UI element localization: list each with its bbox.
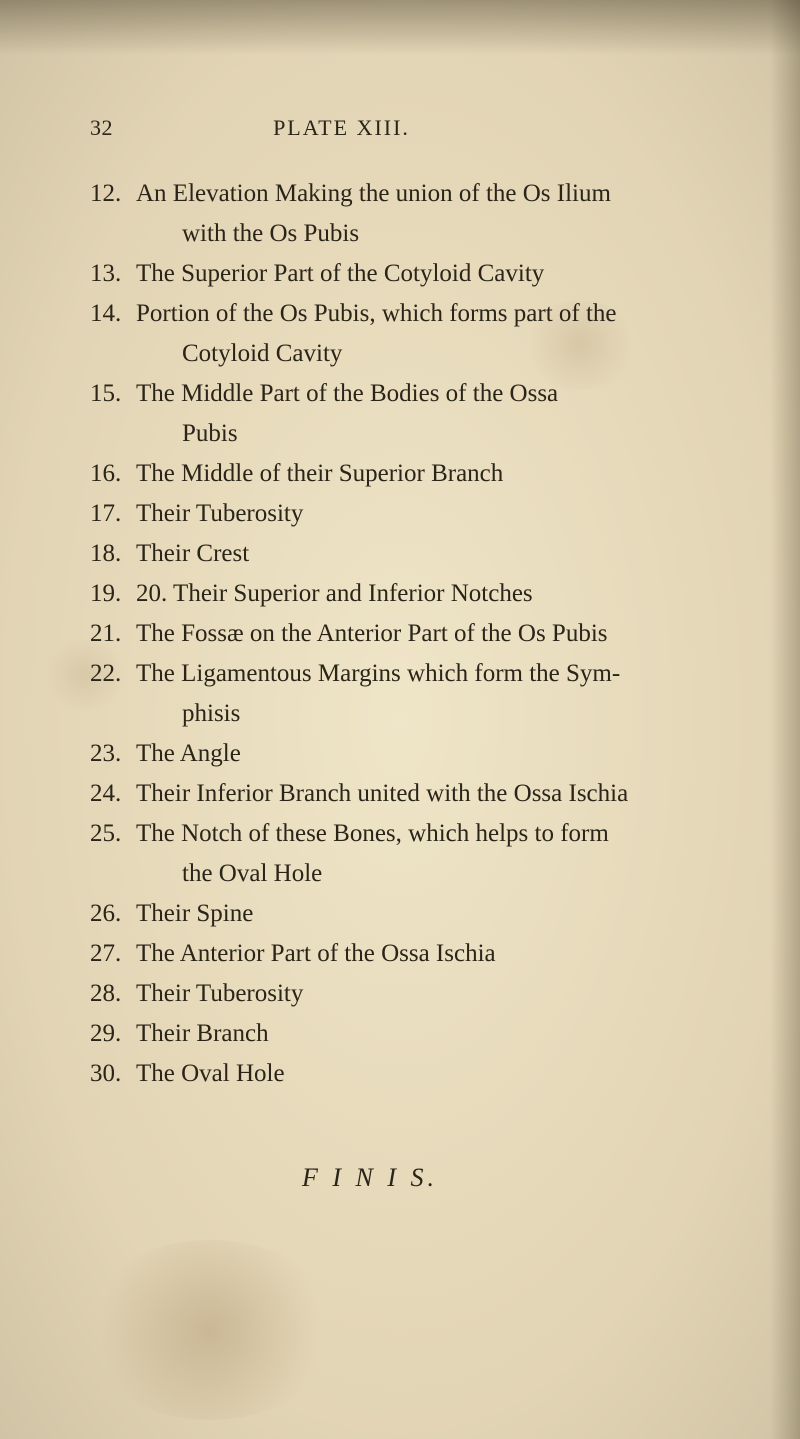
item-text: An Elevation Making the union of the Os … (136, 175, 710, 213)
item-number: 23. (90, 735, 136, 773)
item-number: 18. (90, 535, 136, 573)
list-item-continuation: the Oval Hole (90, 855, 710, 893)
item-number: 12. (90, 175, 136, 213)
item-number: 19. (90, 575, 136, 613)
item-continuation-text: with the Os Pubis (90, 215, 710, 253)
foxing-stain (80, 1240, 340, 1420)
list-item-continuation: with the Os Pubis (90, 215, 710, 253)
item-text: 20. Their Superior and Inferior Notches (136, 575, 710, 613)
list-item: 25.The Notch of these Bones, which helps… (90, 815, 710, 853)
item-number: 25. (90, 815, 136, 853)
item-number: 21. (90, 615, 136, 653)
item-continuation-text: the Oval Hole (90, 855, 710, 893)
entries-list: 12.An Elevation Making the union of the … (90, 175, 710, 1093)
item-text: The Ligamentous Margins which form the S… (136, 655, 710, 693)
item-number: 30. (90, 1055, 136, 1093)
list-item-continuation: Cotyloid Cavity (90, 335, 710, 373)
list-item: 28.Their Tuberosity (90, 975, 710, 1013)
item-text: Portion of the Os Pubis, which forms par… (136, 295, 710, 333)
item-number: 14. (90, 295, 136, 333)
item-number: 29. (90, 1015, 136, 1053)
item-number: 28. (90, 975, 136, 1013)
item-text: The Anterior Part of the Ossa Ischia (136, 935, 710, 973)
item-number: 27. (90, 935, 136, 973)
item-number: 13. (90, 255, 136, 293)
item-continuation-text: phisis (90, 695, 710, 733)
list-item: 22.The Ligamentous Margins which form th… (90, 655, 710, 693)
list-item: 23.The Angle (90, 735, 710, 773)
list-item: 15.The Middle Part of the Bodies of the … (90, 375, 710, 413)
item-text: The Middle of their Superior Branch (136, 455, 710, 493)
list-item: 27.The Anterior Part of the Ossa Ischia (90, 935, 710, 973)
item-number: 15. (90, 375, 136, 413)
item-text: Their Inferior Branch united with the Os… (136, 775, 710, 813)
list-item: 21.The Fossæ on the Anterior Part of the… (90, 615, 710, 653)
list-item: 16.The Middle of their Superior Branch (90, 455, 710, 493)
list-item-continuation: phisis (90, 695, 710, 733)
item-number: 26. (90, 895, 136, 933)
page-right-shadow (770, 0, 800, 1439)
item-text: The Angle (136, 735, 710, 773)
item-text: Their Branch (136, 1015, 710, 1053)
list-item: 17.Their Tuberosity (90, 495, 710, 533)
item-text: The Oval Hole (136, 1055, 710, 1093)
list-item: 26.Their Spine (90, 895, 710, 933)
item-number: 16. (90, 455, 136, 493)
item-text: Their Spine (136, 895, 710, 933)
finis-text: F I N I S. (90, 1163, 710, 1193)
list-item: 14.Portion of the Os Pubis, which forms … (90, 295, 710, 333)
page-content: 32 PLATE XIII. 12.An Elevation Making th… (90, 115, 710, 1193)
item-text: Their Tuberosity (136, 975, 710, 1013)
item-number: 17. (90, 495, 136, 533)
list-item: 13.The Superior Part of the Cotyloid Cav… (90, 255, 710, 293)
running-head: 32 PLATE XIII. (90, 115, 710, 141)
list-item: 18.Their Crest (90, 535, 710, 573)
list-item: 30.The Oval Hole (90, 1055, 710, 1093)
item-continuation-text: Cotyloid Cavity (90, 335, 710, 373)
item-text: The Middle Part of the Bodies of the Oss… (136, 375, 710, 413)
item-text: The Fossæ on the Anterior Part of the Os… (136, 615, 710, 653)
item-continuation-text: Pubis (90, 415, 710, 453)
list-item: 12.An Elevation Making the union of the … (90, 175, 710, 213)
page-number: 32 (90, 115, 113, 141)
item-number: 24. (90, 775, 136, 813)
plate-title: PLATE XIII. (273, 115, 410, 141)
item-text: Their Tuberosity (136, 495, 710, 533)
item-text: The Superior Part of the Cotyloid Cavity (136, 255, 710, 293)
item-text: The Notch of these Bones, which helps to… (136, 815, 710, 853)
item-text: Their Crest (136, 535, 710, 573)
item-number: 22. (90, 655, 136, 693)
list-item: 24.Their Inferior Branch united with the… (90, 775, 710, 813)
page-top-shadow (0, 0, 800, 55)
list-item: 19.20. Their Superior and Inferior Notch… (90, 575, 710, 613)
list-item-continuation: Pubis (90, 415, 710, 453)
list-item: 29.Their Branch (90, 1015, 710, 1053)
